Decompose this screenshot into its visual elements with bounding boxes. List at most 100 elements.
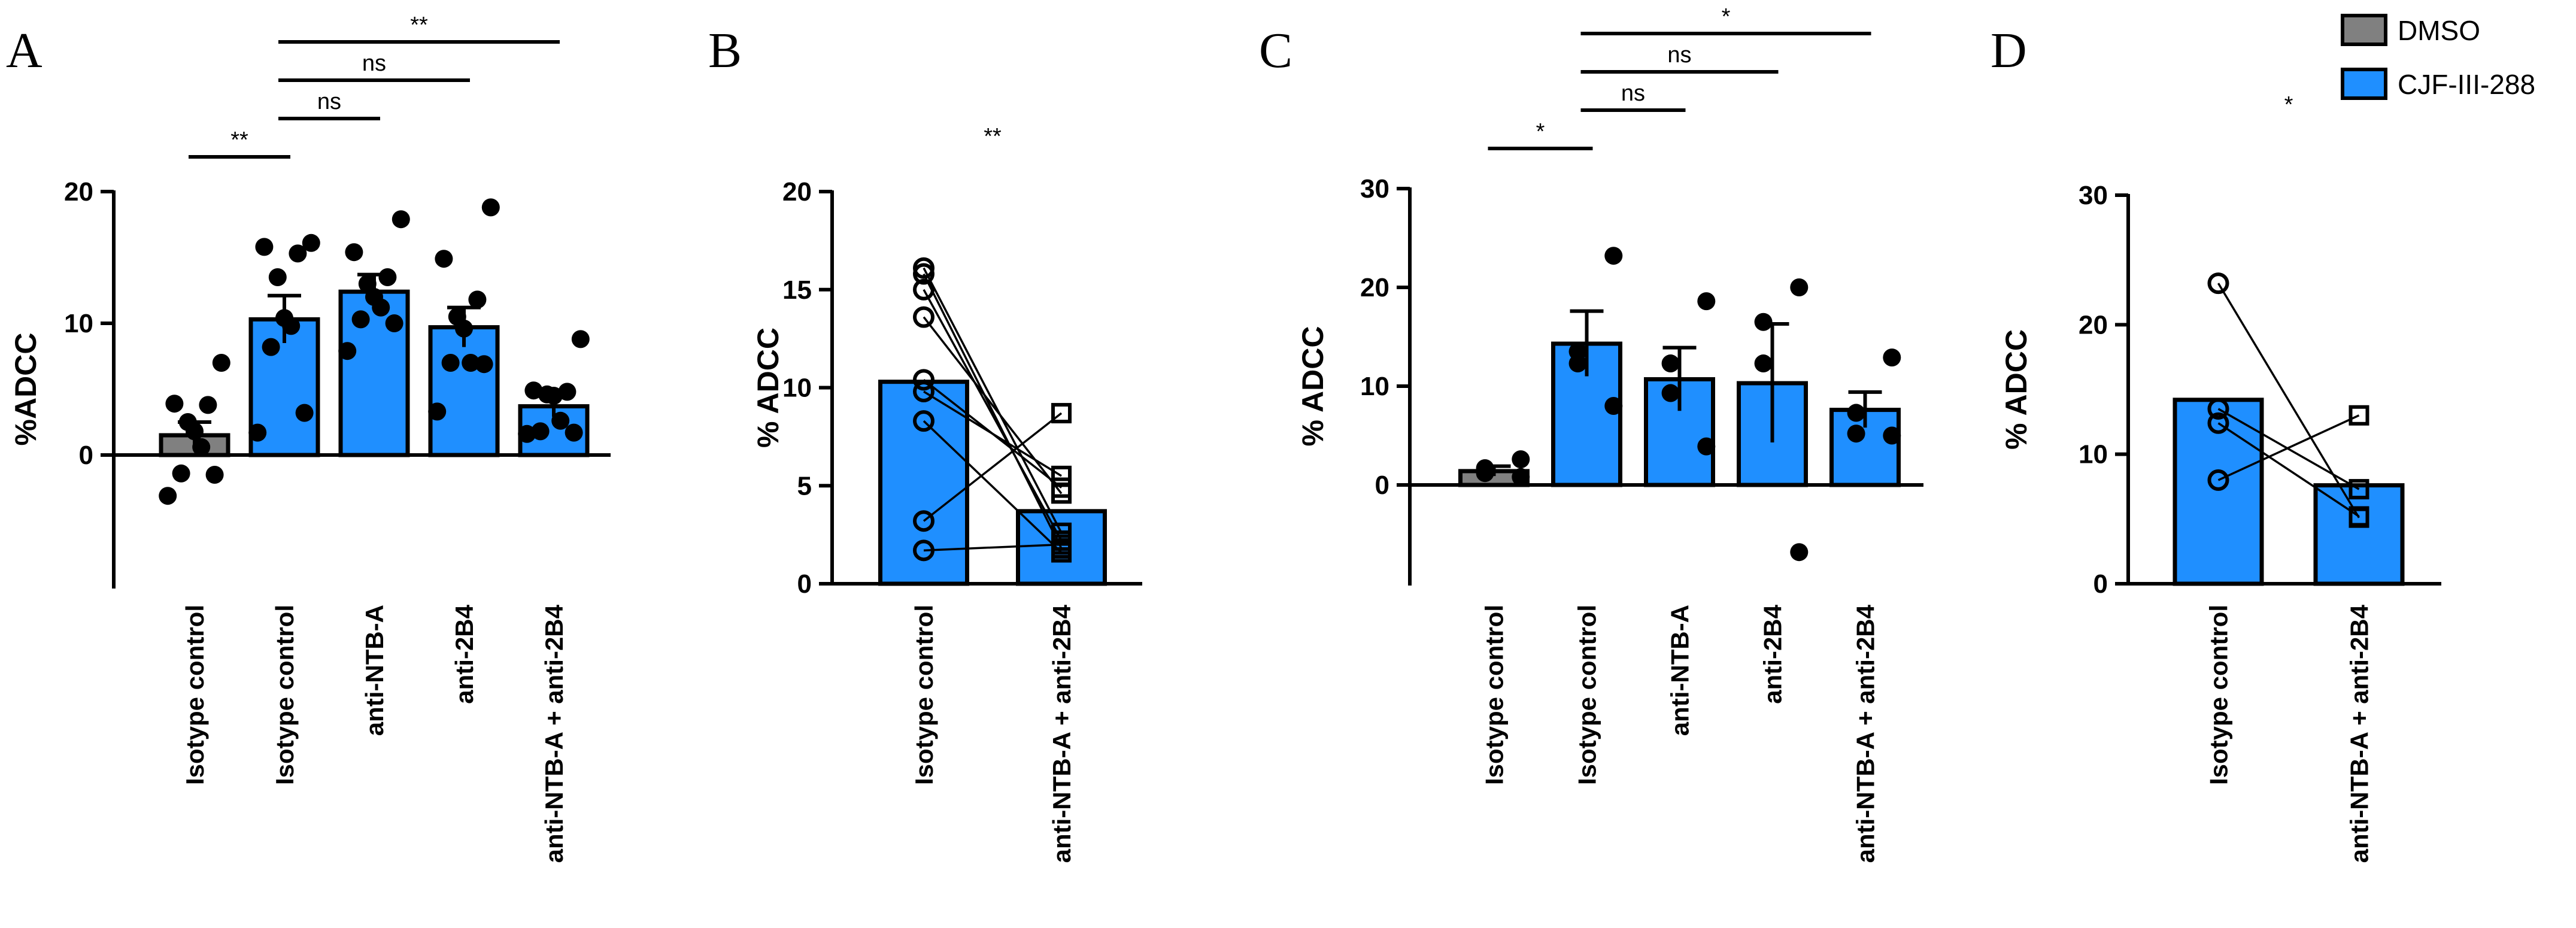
category-label: anti-NTB-A	[1666, 605, 1694, 736]
significance-label: ns	[317, 89, 341, 114]
data-point	[1754, 313, 1773, 331]
paired-point-circle	[913, 263, 934, 285]
y-axis-label: % ADCC	[1999, 329, 2033, 450]
bar	[2313, 483, 2405, 586]
y-tick-label: 30	[1360, 174, 1389, 204]
y-tick-label: 0	[2093, 569, 2108, 599]
data-point	[1883, 348, 1901, 367]
category-label: anti-NTB-A + anti-2B4	[1048, 604, 1076, 863]
y-tick-label: 20	[2079, 310, 2108, 339]
legend-swatch-dmso	[2341, 14, 2387, 46]
paired-point-square	[2349, 506, 2369, 527]
data-point	[385, 314, 403, 332]
category-label: Isotype control	[910, 605, 938, 785]
significance-label: ns	[362, 51, 386, 76]
y-tick-label: 30	[2079, 181, 2108, 210]
y-tick-label: 10	[1360, 372, 1389, 401]
data-point	[1790, 278, 1809, 296]
data-point	[186, 422, 204, 441]
paired-point-circle	[2207, 272, 2229, 295]
legend-label-cjf: CJF-III-288	[2398, 69, 2535, 100]
significance-label: **	[984, 124, 1002, 149]
paired-point-circle	[913, 510, 934, 532]
paired-point-circle	[913, 369, 934, 391]
data-point	[295, 404, 314, 422]
data-point	[1697, 437, 1716, 456]
data-point	[1604, 397, 1623, 415]
data-point	[289, 244, 307, 263]
data-point	[248, 423, 267, 442]
significance-label: *	[2284, 92, 2293, 117]
data-point	[428, 402, 447, 421]
data-point	[462, 354, 480, 372]
panel-a: A 0 10 20 %ADCC Isotype control Isotype contro…	[6, 13, 611, 863]
data-point	[518, 424, 536, 443]
data-point	[1512, 468, 1530, 486]
data-point	[302, 233, 320, 252]
panel-b: B 0 5 10 15 20 % ADCC Isotype control anti-NTB-A…	[708, 23, 1142, 863]
data-point	[268, 268, 287, 286]
paired-point-circle	[913, 410, 934, 432]
category-label: anti-NTB-A + anti-2B4	[2346, 604, 2374, 863]
data-point	[1847, 424, 1865, 443]
paired-line	[923, 267, 1063, 533]
paired-point-square	[2349, 405, 2369, 426]
y-tick-label: 20	[1360, 273, 1389, 302]
category-label: anti-2B4	[450, 604, 478, 703]
paired-point-circle	[913, 381, 934, 403]
data-point	[1661, 354, 1680, 373]
data-point	[571, 330, 590, 348]
paired-line	[2217, 414, 2360, 481]
panel-letter: B	[708, 23, 742, 78]
paired-point-square	[1051, 465, 1072, 486]
category-label: Isotype control	[181, 605, 209, 785]
category-label: anti-NTB-A + anti-2B4	[1852, 604, 1880, 863]
data-point	[468, 290, 487, 309]
data-point	[159, 487, 177, 505]
data-point	[551, 411, 570, 430]
y-tick-label: 5	[797, 471, 812, 501]
y-tick-label: 10	[782, 374, 812, 403]
significance-label: **	[230, 128, 248, 153]
data-point	[172, 464, 190, 483]
paired-line	[2217, 422, 2360, 517]
paired-point-circle	[2207, 412, 2229, 434]
data-point	[1790, 543, 1809, 562]
paired-line	[923, 273, 1063, 549]
panel-letter: D	[1991, 23, 2027, 78]
data-point	[1754, 354, 1773, 373]
data-point	[205, 466, 224, 484]
data-point	[345, 243, 363, 262]
significance-label: *	[1536, 119, 1545, 144]
y-tick-label: 10	[2079, 440, 2108, 469]
paired-line	[2217, 283, 2360, 518]
y-tick-label: 15	[782, 275, 812, 305]
y-tick-label: 20	[64, 177, 93, 207]
data-point	[1883, 426, 1901, 445]
category-label: Isotype control	[1573, 605, 1601, 785]
category-label: Isotype control	[1480, 605, 1509, 785]
data-point	[481, 198, 500, 217]
paired-point-square	[1051, 477, 1072, 498]
y-axis-label: %ADCC	[9, 333, 43, 446]
data-point	[1476, 464, 1494, 483]
data-point	[351, 310, 370, 329]
legend-label-dmso: DMSO	[2398, 15, 2480, 46]
data-point	[1697, 292, 1716, 311]
data-point	[372, 298, 390, 317]
paired-point-square	[1051, 534, 1072, 555]
paired-point-circle	[913, 278, 934, 301]
y-tick-label: 10	[64, 309, 93, 338]
category-label: Isotype control	[271, 605, 299, 785]
category-label: anti-NTB-A + anti-2B4	[540, 604, 568, 863]
data-point	[212, 354, 230, 372]
data-point	[455, 319, 473, 338]
paired-point-square	[2349, 479, 2369, 500]
data-point	[338, 342, 357, 360]
data-point	[1568, 354, 1587, 373]
y-tick-label: 20	[782, 177, 812, 207]
paired-line	[923, 543, 1062, 552]
data-point	[378, 268, 397, 286]
significance-label: *	[1722, 4, 1731, 29]
